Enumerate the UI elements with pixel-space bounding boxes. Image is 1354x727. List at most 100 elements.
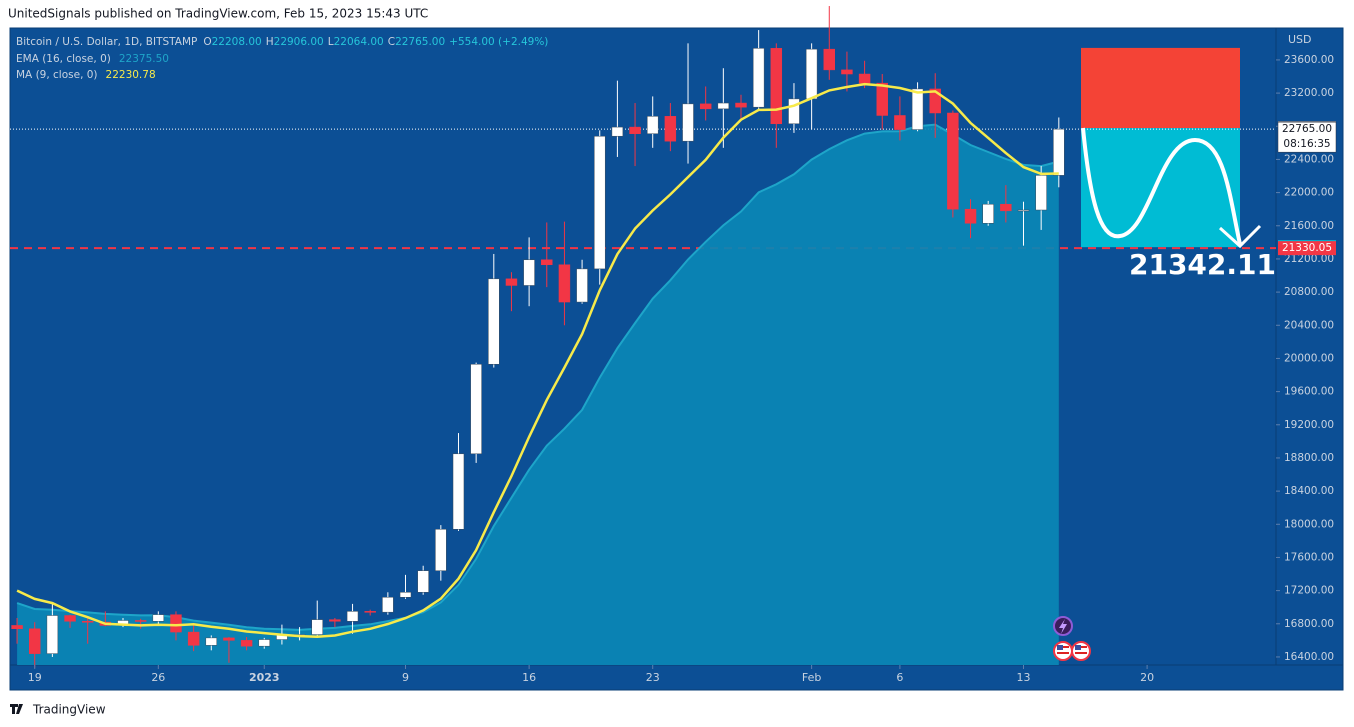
candle-body: [505, 278, 518, 286]
x-tick-label: 19: [28, 671, 42, 684]
x-tick-label: 2023: [249, 671, 280, 684]
candle-body: [134, 620, 147, 622]
candle-body: [682, 103, 694, 142]
y-tick-label: 23200.00: [1284, 87, 1334, 99]
y-tick-label: 22400.00: [1284, 153, 1334, 165]
flag-icon-part: [1075, 652, 1087, 654]
candle-body: [11, 625, 23, 630]
candle-body: [64, 615, 76, 622]
candle-body: [488, 278, 500, 365]
footer: TradingView: [32, 703, 106, 717]
y-tick-label: 16800.00: [1284, 618, 1334, 630]
price-tag: [1278, 241, 1336, 256]
x-tick-label: 13: [1017, 671, 1031, 684]
candle-body: [205, 637, 218, 646]
candle-body: [541, 259, 553, 265]
target-annotation: 21342.11: [1129, 248, 1276, 281]
projection-arrow: [1218, 224, 1262, 249]
legend-entry: EMA (16, close, 0) 22375.50: [16, 53, 169, 65]
candle-body: [1053, 128, 1065, 176]
flag-icon-part: [1075, 645, 1081, 650]
legend-part: O: [203, 36, 211, 48]
x-tick-label: Feb: [802, 671, 821, 684]
price-tag: [1277, 121, 1337, 153]
y-tick-label: 18400.00: [1284, 485, 1334, 497]
flag-icon-part: [1057, 652, 1069, 654]
x-tick-label: 9: [402, 671, 409, 684]
candle-body: [523, 259, 535, 286]
y-tick-label: 23600.00: [1284, 54, 1334, 66]
legend-part: 22765.00: [395, 36, 445, 48]
candle-body: [947, 112, 959, 210]
candle-body: [558, 264, 571, 303]
candle-body: [929, 88, 941, 114]
y-tick-label: 19600.00: [1284, 386, 1334, 398]
legend-part: L: [328, 36, 334, 48]
candle-body: [823, 48, 836, 71]
candle-body: [805, 48, 818, 100]
x-tick-label: 20: [1140, 671, 1154, 684]
candle-body: [1017, 209, 1030, 212]
candle-body: [170, 614, 182, 633]
candle-body: [576, 268, 588, 303]
y-tick-label: 22000.00: [1284, 187, 1334, 199]
legend-part: +554.00 (+2.49%): [449, 36, 548, 48]
x-tick-label: 26: [151, 671, 165, 684]
x-tick-label: 16: [522, 671, 536, 684]
candle-body: [646, 116, 659, 134]
legend-name: EMA (16, close, 0): [16, 53, 111, 65]
y-tick-label: 18000.00: [1284, 518, 1334, 530]
price-tag-label: 22765.00: [1282, 123, 1332, 135]
candle-body: [417, 570, 429, 593]
candle-body: [664, 116, 677, 142]
legend-part: 22906.00: [274, 36, 324, 48]
candle-body: [982, 203, 994, 224]
candle-body: [346, 611, 359, 622]
flag-icon: [1053, 641, 1073, 661]
candle-body: [1000, 203, 1012, 212]
x-tick-label: 23: [646, 671, 660, 684]
y-tick-label: 20800.00: [1284, 286, 1334, 298]
legend-name: MA (9, close, 0): [16, 69, 98, 81]
projection-curve: [1081, 127, 1242, 245]
price-tag-label: 21330.05: [1282, 242, 1332, 254]
ma-line: [16, 82, 1059, 638]
legend-entry: MA (9, close, 0) 22230.78: [16, 69, 156, 81]
candle-body: [788, 98, 800, 125]
candle-body: [81, 621, 94, 623]
candle-body: [770, 48, 783, 125]
candle-body: [1035, 175, 1047, 211]
candle-body: [894, 115, 906, 130]
candle-body: [46, 615, 59, 654]
candle-body: [594, 135, 606, 270]
y-tick-label: 21600.00: [1284, 220, 1334, 232]
flag-icon: [1071, 641, 1091, 661]
legend-part: 22208.00: [212, 36, 262, 48]
candle-body: [382, 597, 394, 613]
legend-symbol: Bitcoin / U.S. Dollar, 1D, BITSTAMP O2220…: [16, 36, 548, 48]
ema-line: [16, 123, 1060, 631]
candle-body: [629, 126, 641, 134]
candle-body: [717, 102, 730, 110]
legend-part: H: [266, 36, 274, 48]
ema-area: [17, 124, 1059, 666]
legend-part: C: [388, 36, 395, 48]
legend-part: Bitcoin / U.S. Dollar, 1D, BITSTAMP: [16, 36, 197, 48]
candle-body: [399, 592, 412, 598]
flag-icon-part: [1057, 645, 1063, 650]
candle-body: [364, 611, 376, 613]
candle-body: [452, 453, 465, 530]
candle-body: [187, 631, 200, 646]
legend-part: 22064.00: [334, 36, 384, 48]
candle-body: [611, 126, 624, 137]
candle-body: [28, 628, 41, 654]
candle-body: [841, 69, 853, 75]
currency-label: USD: [1288, 33, 1312, 46]
header: UnitedSignals published on TradingView.c…: [8, 7, 428, 21]
candle-body: [240, 640, 253, 647]
candle-body: [470, 363, 482, 455]
stop-zone: [1081, 47, 1240, 129]
y-tick-label: 19200.00: [1284, 419, 1334, 431]
